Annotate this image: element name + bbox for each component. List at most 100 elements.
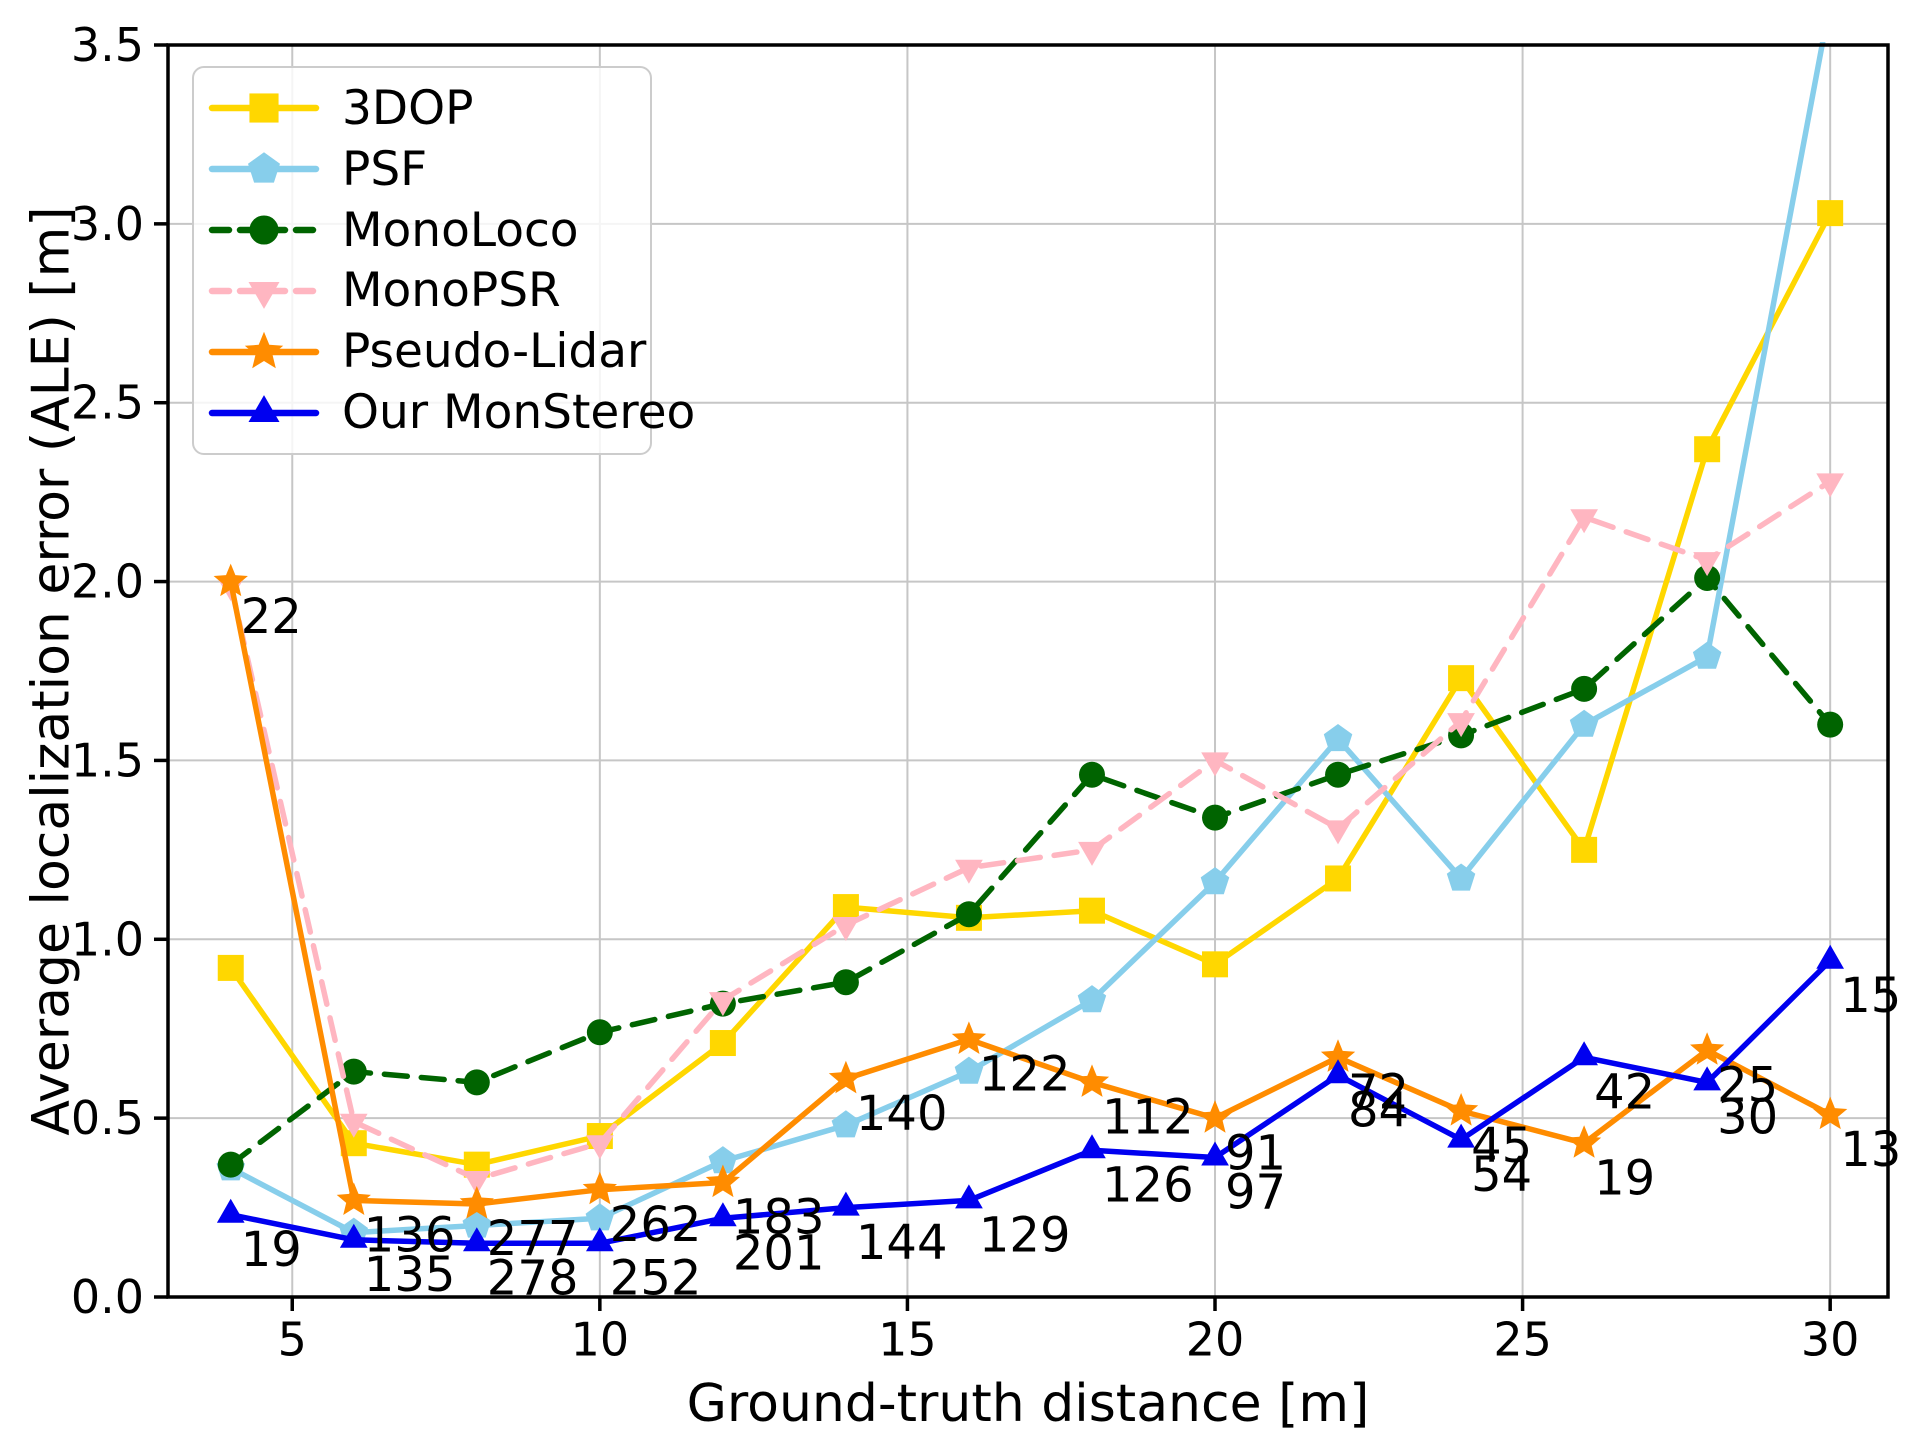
square-marker-icon xyxy=(1817,200,1844,227)
circle-marker-icon xyxy=(217,1151,244,1178)
star-marker-icon xyxy=(1690,1032,1725,1065)
plot-border xyxy=(166,43,1890,1299)
square-marker-icon xyxy=(709,1030,736,1057)
triangle-up-marker-icon xyxy=(1447,1123,1475,1148)
triangle-up-marker-icon xyxy=(1324,1059,1352,1084)
y-tick-label: 3.5 xyxy=(71,18,144,72)
line-marker-sample-icon xyxy=(208,394,320,422)
count-annotation: 45 xyxy=(1471,1118,1532,1174)
legend-item-monoloco: MonoLoco xyxy=(208,203,650,258)
square-marker-icon xyxy=(1202,951,1229,978)
triangle-down-marker-icon xyxy=(586,1135,614,1160)
x-tick-label: 20 xyxy=(1186,1312,1245,1366)
x-tick-label: 5 xyxy=(278,1312,307,1366)
count-annotation: 13 xyxy=(1840,1122,1901,1178)
circle-marker-icon xyxy=(340,1058,367,1085)
pentagon-marker-icon xyxy=(1077,985,1107,1013)
legend-label: 3DOP xyxy=(342,80,474,136)
count-annotation: 15 xyxy=(1840,968,1901,1024)
circle-marker-icon xyxy=(1202,804,1229,831)
count-annotation: 19 xyxy=(1594,1150,1655,1206)
x-axis-ticks: 5 10 15 20 25 30 xyxy=(278,1297,1859,1366)
triangle-up-marker-icon xyxy=(1693,1066,1721,1091)
y-tick-label: 0.0 xyxy=(71,1270,144,1324)
legend-label: MonoPSR xyxy=(342,263,561,319)
triangle-down-marker-icon xyxy=(1078,841,1106,866)
line-marker-sample-icon xyxy=(208,331,320,369)
circle-marker-icon xyxy=(1078,761,1105,788)
square-marker-icon xyxy=(832,894,859,921)
line-marker-sample-icon xyxy=(208,281,320,309)
x-tick-label: 15 xyxy=(878,1312,937,1366)
count-annotation: 201 xyxy=(733,1226,825,1282)
star-marker-icon xyxy=(1444,1093,1479,1126)
triangle-up-marker-icon xyxy=(248,394,280,422)
legend-item-monopsr: MonoPSR xyxy=(208,263,650,318)
legend-item-pseudo-lidar: Pseudo-Lidar xyxy=(208,324,650,379)
x-tick-label: 25 xyxy=(1493,1312,1552,1366)
x-axis-title: Ground-truth distance [m] xyxy=(686,1374,1370,1434)
triangle-up-marker-icon xyxy=(1078,1134,1106,1159)
triangle-up-marker-icon xyxy=(339,1223,368,1248)
square-marker-icon xyxy=(1694,436,1721,463)
y-tick-label: 1.0 xyxy=(71,912,144,966)
star-marker-icon xyxy=(244,331,284,369)
square-marker-icon xyxy=(1571,836,1598,863)
star-marker-icon xyxy=(1320,1039,1356,1072)
line-marker-sample-icon xyxy=(208,93,320,123)
star-marker-icon xyxy=(582,1171,617,1205)
y-axis-title: Average localization error (ALE) [m] xyxy=(21,206,82,1136)
triangle-down-marker-icon xyxy=(955,859,983,884)
y-tick-label: 2.5 xyxy=(71,376,144,430)
circle-marker-icon xyxy=(586,1019,613,1046)
pentagon-marker-icon xyxy=(708,1146,738,1174)
triangle-down-marker-icon xyxy=(1570,509,1598,534)
y-tick-label: 3.0 xyxy=(71,197,144,251)
count-annotation: 136 xyxy=(364,1208,456,1264)
triangle-up-marker-icon xyxy=(1570,1041,1598,1066)
pentagon-marker-icon xyxy=(1446,863,1476,891)
count-annotation: 262 xyxy=(610,1197,702,1253)
triangle-down-marker-icon xyxy=(248,281,280,309)
count-annotation: 129 xyxy=(979,1208,1071,1264)
count-annotation: 97 xyxy=(1225,1165,1286,1221)
triangle-down-marker-icon xyxy=(1693,552,1721,577)
circle-marker-icon xyxy=(463,1069,490,1096)
star-marker-icon xyxy=(459,1186,494,1219)
count-annotation: 126 xyxy=(1102,1158,1194,1214)
pentagon-marker-icon xyxy=(1200,867,1230,895)
count-annotation: 19 xyxy=(241,1222,302,1278)
legend-item-psf: PSF xyxy=(208,142,650,197)
count-annotation: 183 xyxy=(733,1190,825,1246)
count-annotation: 72 xyxy=(1348,1065,1409,1121)
circle-marker-icon xyxy=(1694,564,1721,591)
triangle-up-marker-icon xyxy=(1201,1141,1229,1166)
square-marker-icon xyxy=(217,954,244,981)
circle-marker-icon xyxy=(832,969,859,996)
triangle-down-marker-icon xyxy=(709,992,737,1017)
count-annotation: 91 xyxy=(1225,1125,1286,1181)
circle-marker-icon xyxy=(249,215,279,245)
circle-marker-icon xyxy=(955,901,982,928)
circle-marker-icon xyxy=(1571,675,1598,702)
legend-label: MonoLoco xyxy=(342,202,579,258)
star-marker-icon xyxy=(951,1021,987,1054)
circle-marker-icon xyxy=(1817,711,1844,738)
legend-label: Pseudo-Lidar xyxy=(342,324,647,380)
series-pseudo-lidar xyxy=(213,563,1848,1219)
square-marker-icon xyxy=(1448,665,1475,692)
series-monopsr xyxy=(216,473,1844,1195)
star-marker-icon xyxy=(1197,1100,1233,1133)
pentagon-marker-icon xyxy=(954,1056,984,1084)
count-annotation: 25 xyxy=(1717,1057,1778,1113)
star-marker-icon xyxy=(1074,1064,1110,1097)
y-tick-label: 0.5 xyxy=(71,1091,144,1145)
count-annotation: 42 xyxy=(1594,1065,1655,1121)
star-marker-icon xyxy=(828,1060,863,1094)
triangle-down-marker-icon xyxy=(463,1171,491,1195)
count-annotation: 122 xyxy=(979,1047,1071,1103)
legend-item-our-monstereo: Our MonStereo xyxy=(208,385,695,440)
triangle-down-marker-icon xyxy=(1816,473,1844,498)
